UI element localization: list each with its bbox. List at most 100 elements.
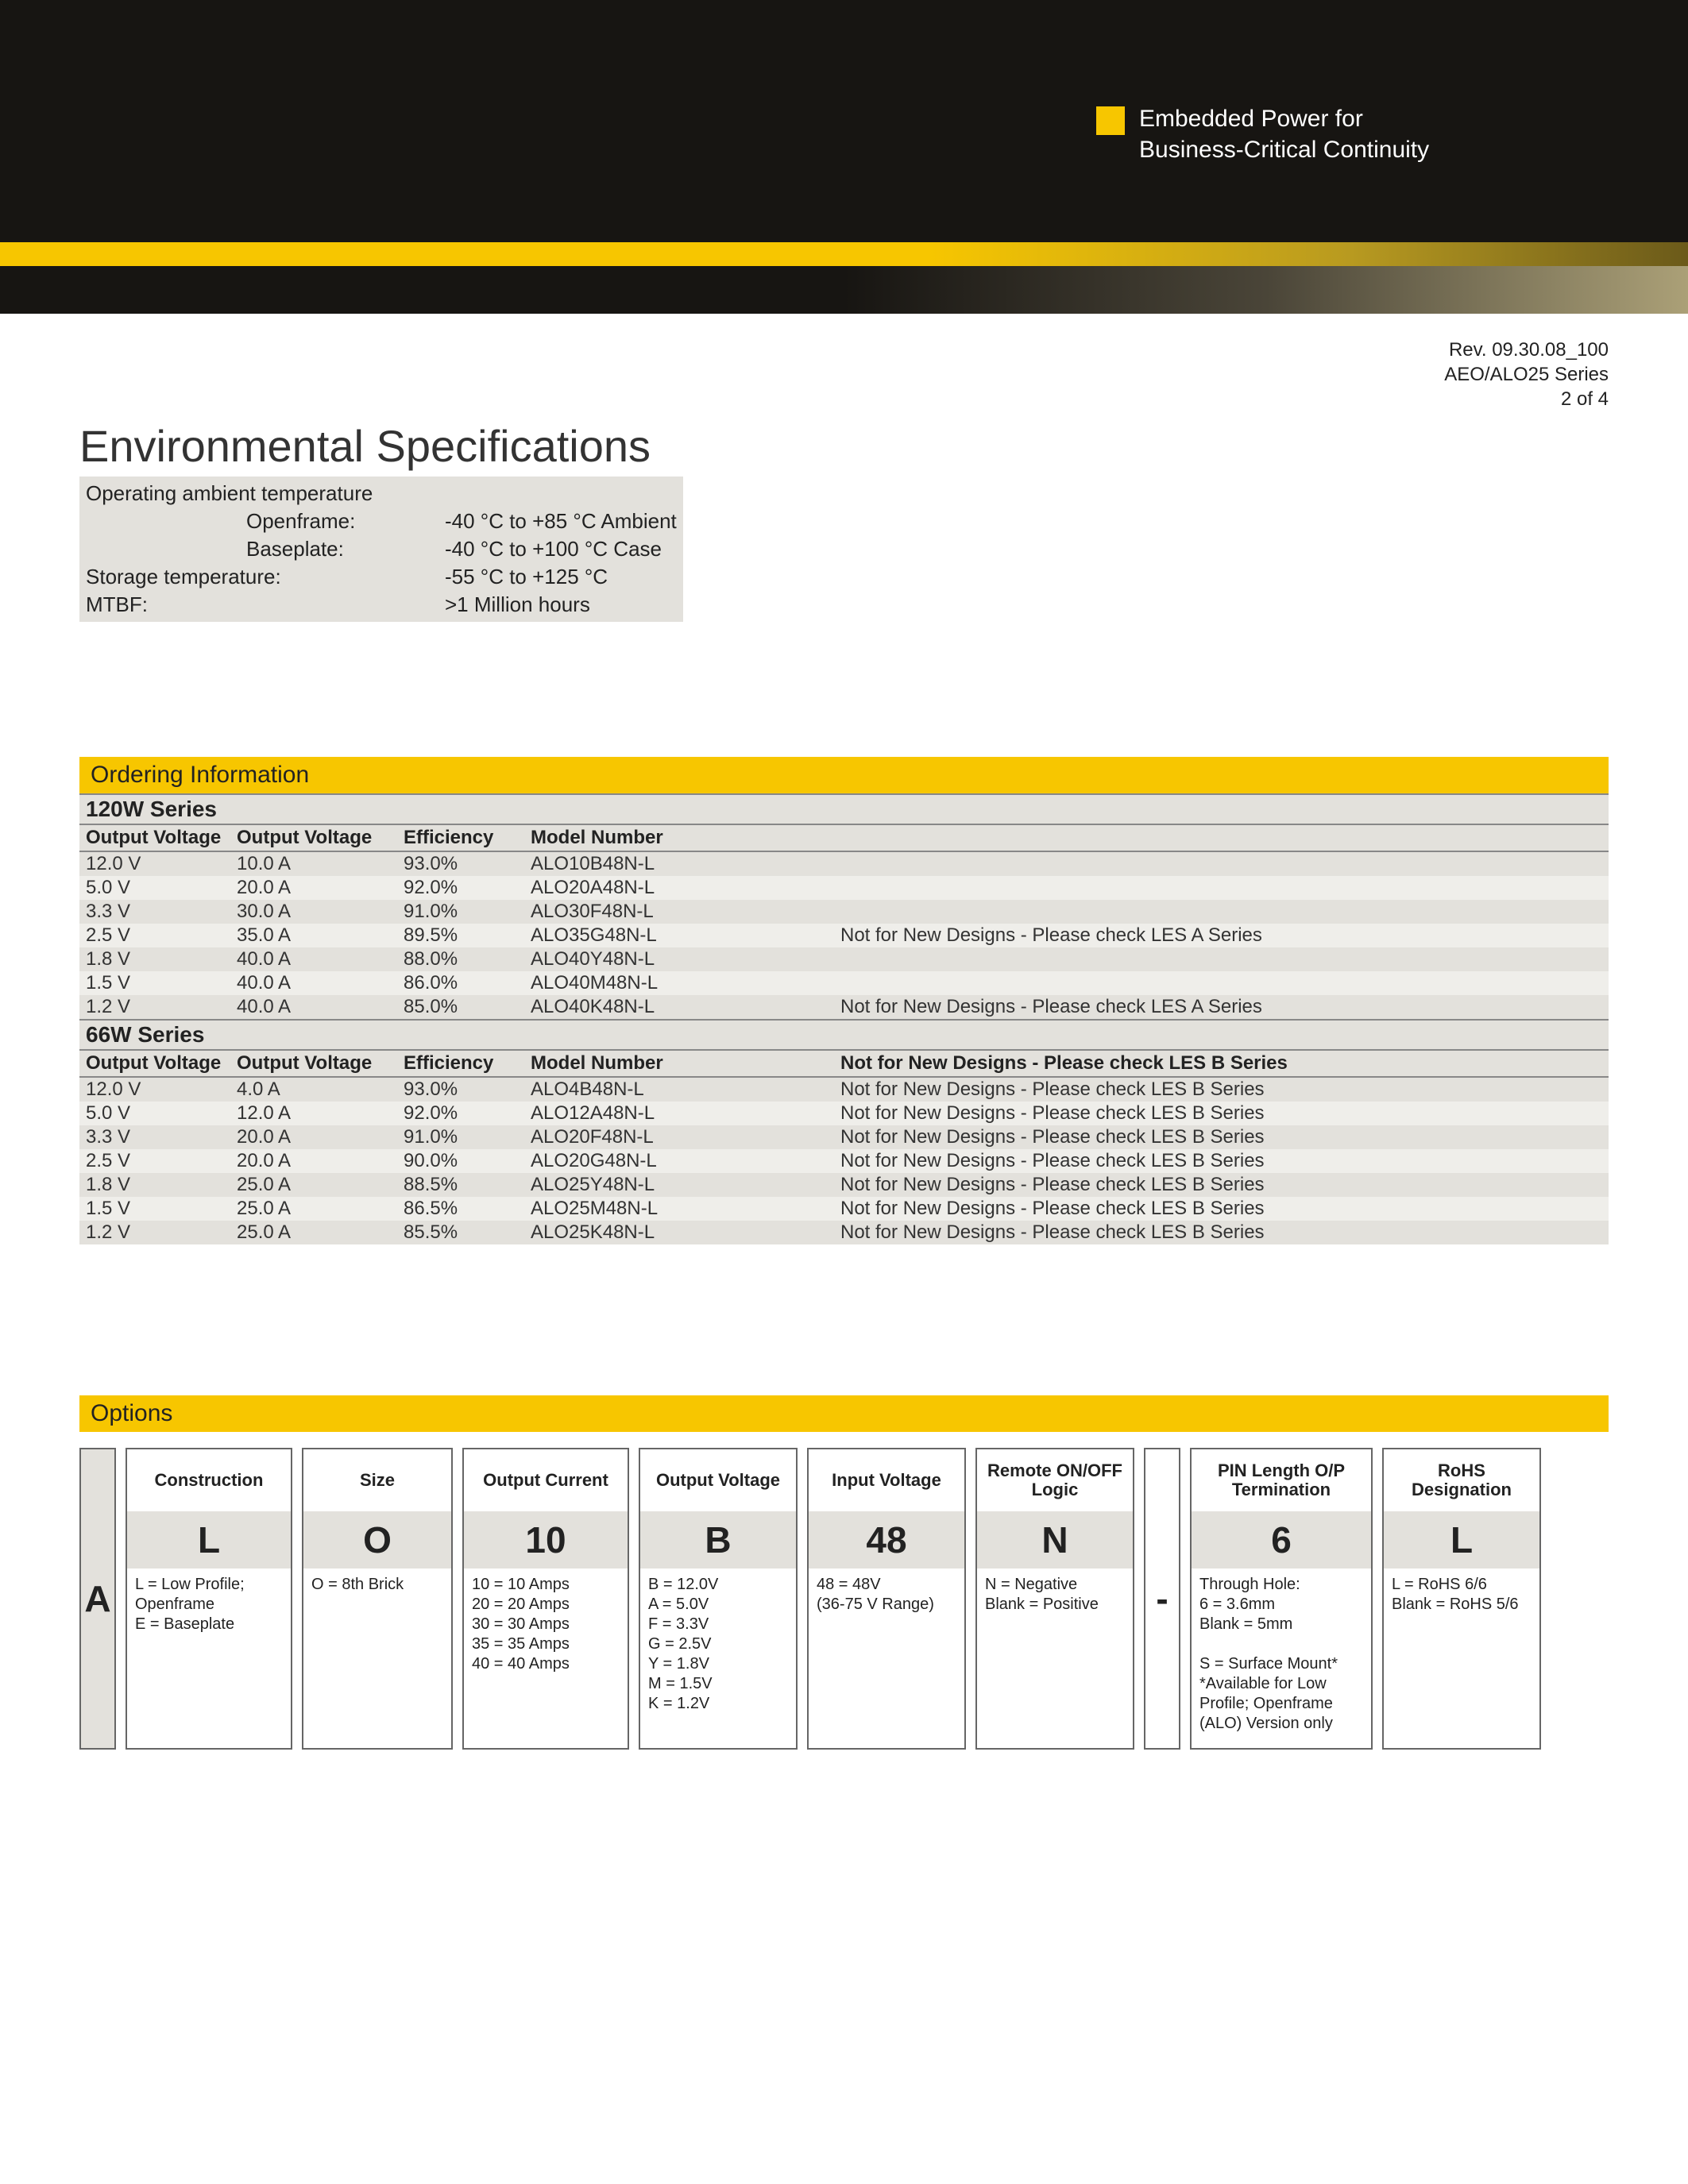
cell-ov: 3.3 V xyxy=(79,900,230,924)
cell-model: ALO25M48N-L xyxy=(524,1197,834,1221)
cell-model: ALO20G48N-L xyxy=(524,1149,834,1173)
cell-eff: 88.5% xyxy=(397,1173,524,1197)
cell-note: Not for New Designs - Please check LES B… xyxy=(834,1149,1609,1173)
table-row: 1.5 V40.0 A86.0%ALO40M48N-L xyxy=(79,971,1609,995)
cell-eff: 91.0% xyxy=(397,1125,524,1149)
table-row: 1.8 V40.0 A88.0%ALO40Y48N-L xyxy=(79,947,1609,971)
env-openframe-label: Openframe: xyxy=(79,507,445,535)
accent-square-icon xyxy=(1096,106,1125,135)
cell-ov: 1.2 V xyxy=(79,1221,230,1244)
cell-eff: 93.0% xyxy=(397,851,524,876)
env-mtbf-label: MTBF: xyxy=(79,591,445,619)
th-oc: Output Voltage xyxy=(230,825,397,851)
option-prefix-big: A xyxy=(81,1449,114,1748)
cell-note: Not for New Designs - Please check LES B… xyxy=(834,1125,1609,1149)
tagline-text: Embedded Power for Business-Critical Con… xyxy=(1139,103,1429,165)
option-header: PIN Length O/P Termination xyxy=(1192,1449,1371,1511)
env-baseplate-label: Baseplate: xyxy=(79,535,445,563)
env-storage-val: -55 °C to +125 °C xyxy=(445,563,683,591)
options-section: Options AConstructionLL = Low Profile; O… xyxy=(79,1395,1609,1750)
table-row: 12.0 V10.0 A93.0%ALO10B48N-L xyxy=(79,851,1609,876)
env-op-label: Operating ambient temperature xyxy=(79,480,445,507)
option-header: Output Current xyxy=(464,1449,628,1511)
cell-note: Not for New Designs - Please check LES B… xyxy=(834,1173,1609,1197)
rev-line1: Rev. 09.30.08_100 xyxy=(79,338,1609,362)
cell-oc: 40.0 A xyxy=(230,947,397,971)
tagline-line2: Business-Critical Continuity xyxy=(1139,134,1429,165)
option-big: 6 xyxy=(1192,1511,1371,1569)
cell-eff: 85.5% xyxy=(397,1221,524,1244)
table-row: 1.8 V25.0 A88.5%ALO25Y48N-LNot for New D… xyxy=(79,1173,1609,1197)
cell-model: ALO30F48N-L xyxy=(524,900,834,924)
cell-eff: 90.0% xyxy=(397,1149,524,1173)
option-prefix: A xyxy=(79,1448,116,1750)
cell-oc: 12.0 A xyxy=(230,1102,397,1125)
table-row: 3.3 V20.0 A91.0%ALO20F48N-LNot for New D… xyxy=(79,1125,1609,1149)
table-row: 1.2 V40.0 A85.0%ALO40K48N-LNot for New D… xyxy=(79,995,1609,1019)
options-row: AConstructionLL = Low Profile; Openframe… xyxy=(79,1448,1609,1750)
cell-eff: 93.0% xyxy=(397,1077,524,1102)
cell-note xyxy=(834,876,1609,900)
th-model: Model Number xyxy=(524,825,834,851)
cell-note xyxy=(834,971,1609,995)
cell-model: ALO20F48N-L xyxy=(524,1125,834,1149)
option-box: Input Voltage4848 = 48V (36-75 V Range) xyxy=(807,1448,966,1750)
cell-ov: 1.8 V xyxy=(79,1173,230,1197)
cell-eff: 86.5% xyxy=(397,1197,524,1221)
options-title: Options xyxy=(91,1400,172,1427)
cell-note: Not for New Designs - Please check LES B… xyxy=(834,1221,1609,1244)
banner-yellow-stripe xyxy=(0,242,1688,266)
cell-oc: 20.0 A xyxy=(230,1125,397,1149)
cell-ov: 12.0 V xyxy=(79,851,230,876)
table-row: 3.3 V30.0 A91.0%ALO30F48N-L xyxy=(79,900,1609,924)
ordering-title-bar: Ordering Information xyxy=(79,757,1609,793)
env-mtbf-val: >1 Million hours xyxy=(445,591,683,619)
cell-eff: 92.0% xyxy=(397,1102,524,1125)
th-ov-66: Output Voltage xyxy=(79,1051,230,1077)
option-big: L xyxy=(1384,1511,1539,1569)
cell-ov: 5.0 V xyxy=(79,876,230,900)
cell-model: ALO35G48N-L xyxy=(524,924,834,947)
cell-ov: 5.0 V xyxy=(79,1102,230,1125)
th-ov: Output Voltage xyxy=(79,825,230,851)
option-header: Input Voltage xyxy=(809,1449,964,1511)
option-dash: - xyxy=(1144,1448,1180,1750)
cell-note xyxy=(834,900,1609,924)
cell-eff: 91.0% xyxy=(397,900,524,924)
table-row: 12.0 V4.0 A93.0%ALO4B48N-LNot for New De… xyxy=(79,1077,1609,1102)
env-openframe-val: -40 °C to +85 °C Ambient xyxy=(445,507,683,535)
cell-oc: 40.0 A xyxy=(230,995,397,1019)
cell-note: Not for New Designs - Please check LES B… xyxy=(834,1077,1609,1102)
option-big: 48 xyxy=(809,1511,964,1569)
page-content: Rev. 09.30.08_100 AEO/ALO25 Series 2 of … xyxy=(0,314,1688,1813)
table-row: 2.5 V20.0 A90.0%ALO20G48N-LNot for New D… xyxy=(79,1149,1609,1173)
option-desc: Through Hole: 6 = 3.6mm Blank = 5mm S = … xyxy=(1192,1569,1371,1748)
cell-model: ALO40K48N-L xyxy=(524,995,834,1019)
cell-model: ALO20A48N-L xyxy=(524,876,834,900)
option-big: O xyxy=(303,1511,451,1569)
option-desc: B = 12.0V A = 5.0V F = 3.3V G = 2.5V Y =… xyxy=(640,1569,796,1748)
table-row: 5.0 V20.0 A92.0%ALO20A48N-L xyxy=(79,876,1609,900)
cell-ov: 1.8 V xyxy=(79,947,230,971)
table-row: 1.2 V25.0 A85.5%ALO25K48N-LNot for New D… xyxy=(79,1221,1609,1244)
series-66-table: Output Voltage Output Voltage Efficiency… xyxy=(79,1051,1609,1244)
option-desc: 48 = 48V (36-75 V Range) xyxy=(809,1569,964,1748)
cell-ov: 12.0 V xyxy=(79,1077,230,1102)
option-dash-big: - xyxy=(1145,1449,1179,1748)
cell-eff: 88.0% xyxy=(397,947,524,971)
cell-ov: 1.2 V xyxy=(79,995,230,1019)
option-box: ConstructionLL = Low Profile; Openframe … xyxy=(126,1448,292,1750)
cell-model: ALO25K48N-L xyxy=(524,1221,834,1244)
cell-ov: 1.5 V xyxy=(79,1197,230,1221)
env-table: Operating ambient temperature Openframe:… xyxy=(79,477,683,622)
cell-model: ALO10B48N-L xyxy=(524,851,834,876)
option-big: L xyxy=(127,1511,291,1569)
cell-model: ALO25Y48N-L xyxy=(524,1173,834,1197)
table-row: 5.0 V12.0 A92.0%ALO12A48N-LNot for New D… xyxy=(79,1102,1609,1125)
cell-model: ALO40Y48N-L xyxy=(524,947,834,971)
table-row: 1.5 V25.0 A86.5%ALO25M48N-LNot for New D… xyxy=(79,1197,1609,1221)
cell-note: Not for New Designs - Please check LES A… xyxy=(834,924,1609,947)
series-66-head: 66W Series xyxy=(79,1019,1609,1051)
th-note-66: Not for New Designs - Please check LES B… xyxy=(834,1051,1609,1077)
th-eff: Efficiency xyxy=(397,825,524,851)
